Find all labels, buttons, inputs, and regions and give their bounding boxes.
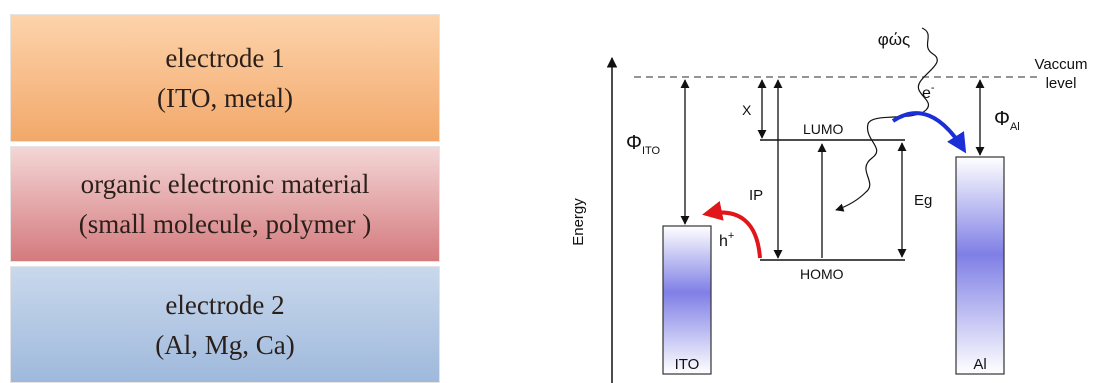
electron-label: e- [922, 82, 935, 102]
chi-label: X [742, 102, 752, 118]
lumo-label: LUMO [803, 121, 844, 137]
electrode-2-materials: (Al, Mg, Ca) [155, 329, 295, 360]
vacuum-level-label-line2: level [1046, 75, 1077, 92]
ip-label: IP [749, 187, 763, 204]
phi-al-label: ΦAl [994, 108, 1020, 133]
electrode-1-materials: (ITO, metal) [157, 83, 293, 113]
al-electrode-label: Al [973, 356, 986, 373]
hole-injection-arrow [702, 201, 762, 259]
al-electrode-bar [955, 156, 1005, 375]
energy-axis-label: Energy [570, 198, 587, 246]
hole-label: h+ [719, 230, 734, 250]
electrode-2-title: electrode 2 [165, 289, 285, 320]
homo-label: HOMO [800, 266, 844, 282]
organic-material-title: organic electronic material [80, 169, 370, 199]
band-gap-label: Eg [914, 192, 932, 209]
ito-electrode-label: ITO [675, 356, 700, 373]
ito-electrode-bar [662, 225, 712, 375]
phi-ito-label: ΦITO [626, 132, 661, 157]
electrode-1-title: electrode 1 [165, 43, 285, 73]
light-label: φώς [878, 30, 911, 49]
vacuum-level-label-line1: Vaccum [1034, 56, 1087, 73]
light-wave [835, 27, 938, 212]
organic-material-types: (small molecule, polymer ) [78, 209, 372, 239]
organic-material-layer: organic electronic material (small molec… [10, 146, 440, 262]
electron-injection-arrow [891, 111, 967, 154]
electrode-1-layer: electrode 1 (ITO, metal) [10, 14, 440, 142]
